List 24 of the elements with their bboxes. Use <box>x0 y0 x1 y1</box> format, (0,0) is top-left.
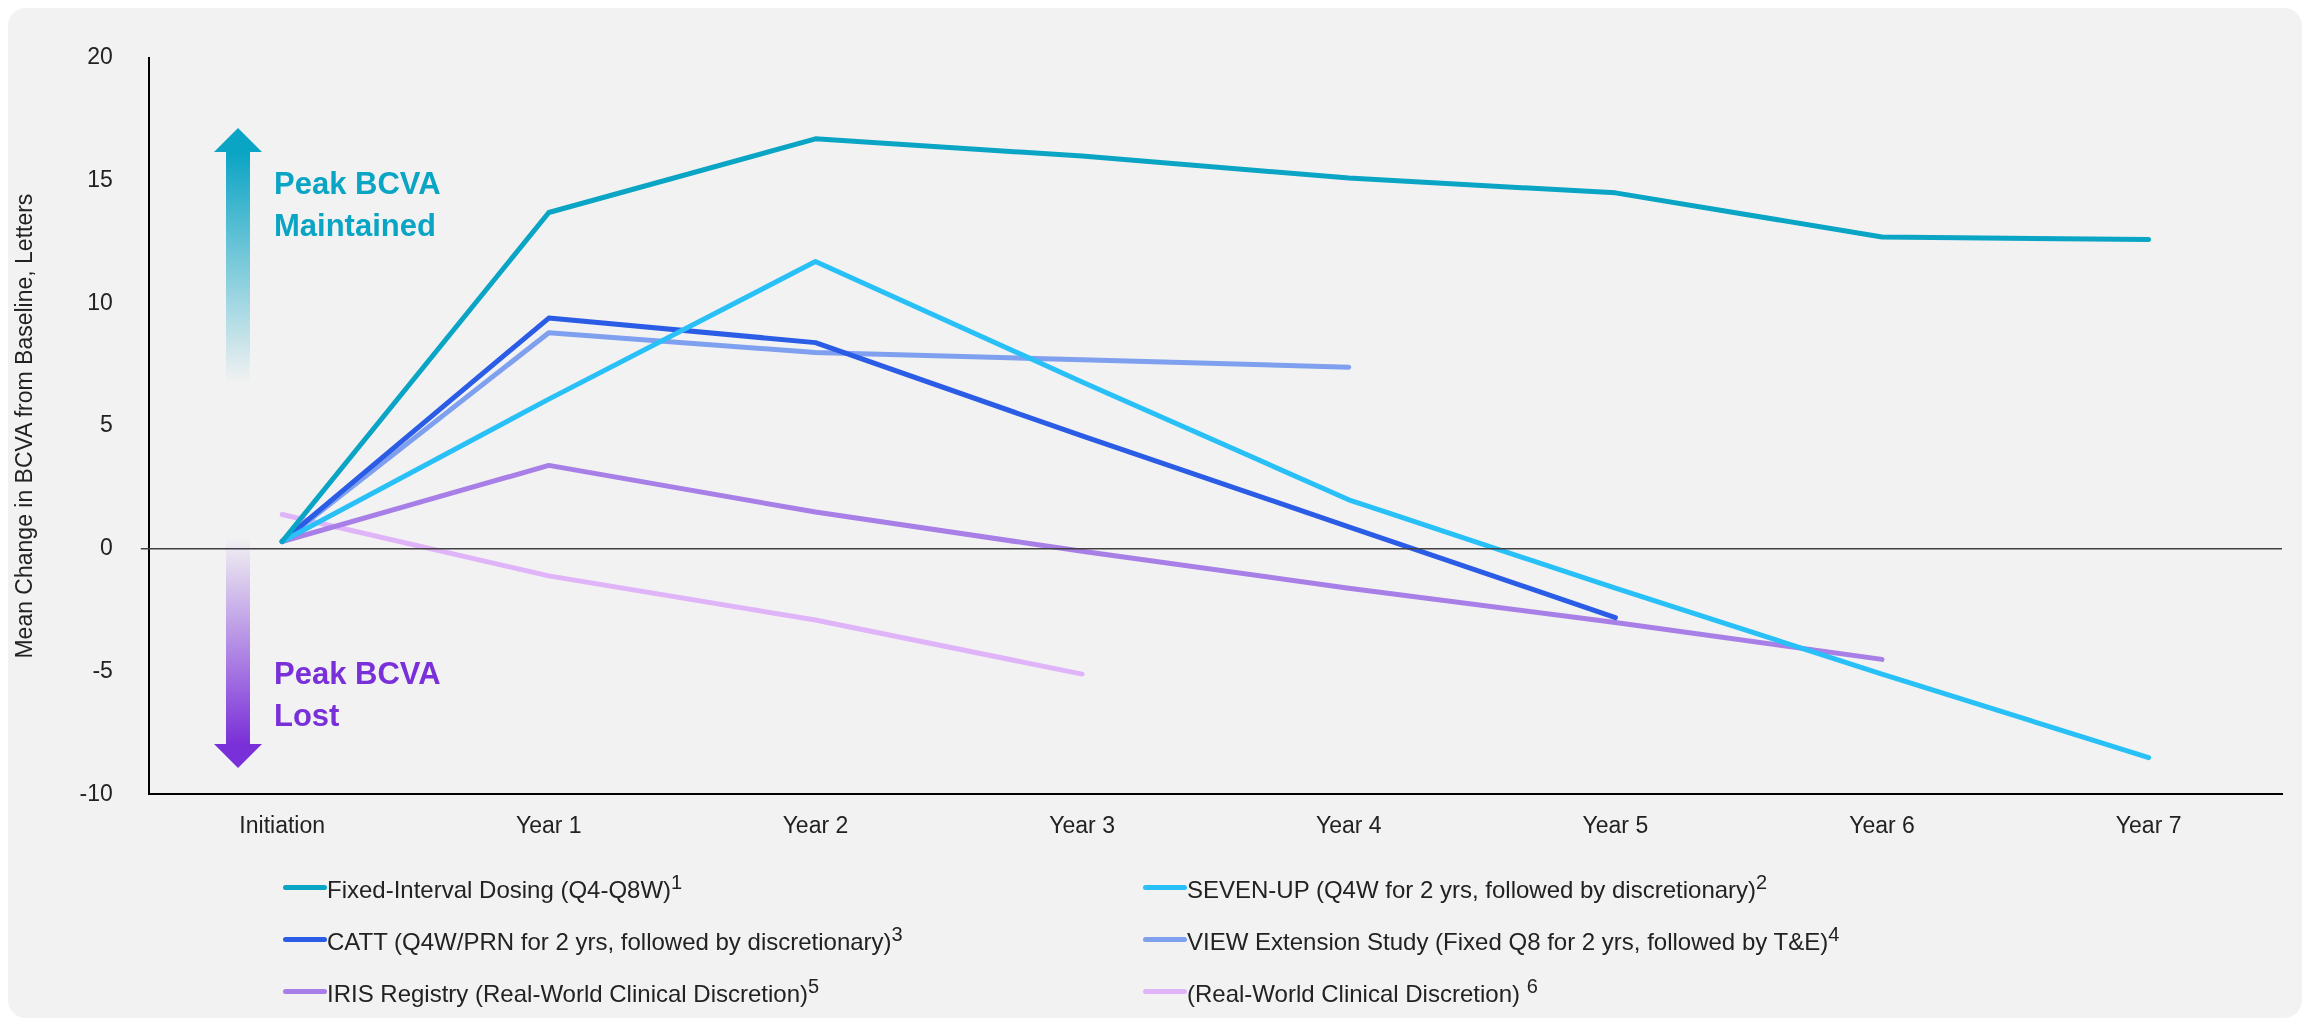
legend-label: CATT (Q4W/PRN for 2 yrs, followed by discretionary)$^{3}$ <box>327 922 903 956</box>
x-tick-label: Year 3 <box>1049 811 1115 838</box>
y-tick-label: 10 <box>87 288 113 315</box>
legend-label: Fixed-Interval Dosing (Q4-Q8W)$^{1}$ <box>327 870 683 904</box>
x-tick-label: Initiation <box>239 811 325 838</box>
legend-label: VIEW Extension Study (Fixed Q8 for 2 yrs, followed by T&E)$^{4}$ <box>1187 922 1840 956</box>
y-tick-label: 15 <box>87 165 113 192</box>
y-tick-label: 5 <box>100 411 113 438</box>
y-tick-label: 20 <box>87 43 113 70</box>
legend-label: IRIS Registry (Real-World Clinical Discretion)$^{5}$ <box>327 974 820 1008</box>
x-tick-label: Year 6 <box>1849 811 1915 838</box>
annotation: Peak BCVA Lost <box>274 655 441 735</box>
x-tick-label: Year 7 <box>2115 811 2182 838</box>
x-tick-label: Year 2 <box>782 811 849 838</box>
y-tick-label: 0 <box>100 534 113 561</box>
legend-label: SEVEN-UP (Q4W for 2 yrs, followed by discretionary)$^{2}$ <box>1187 870 1768 904</box>
annotation: Peak BCVA Maintained <box>274 165 441 245</box>
legend-label: (Real-World Clinical Discretion) $^{6}$ <box>1187 974 1538 1008</box>
x-tick-label: Year 4 <box>1315 811 1382 838</box>
y-tick-label: -5 <box>92 656 113 683</box>
x-tick-label: Year 5 <box>1582 811 1649 838</box>
y-tick-label: -10 <box>79 779 113 806</box>
x-tick-label: Year 1 <box>515 811 582 838</box>
y-axis-title: Mean Change in BCVA from Baseline, Letters <box>11 193 38 659</box>
